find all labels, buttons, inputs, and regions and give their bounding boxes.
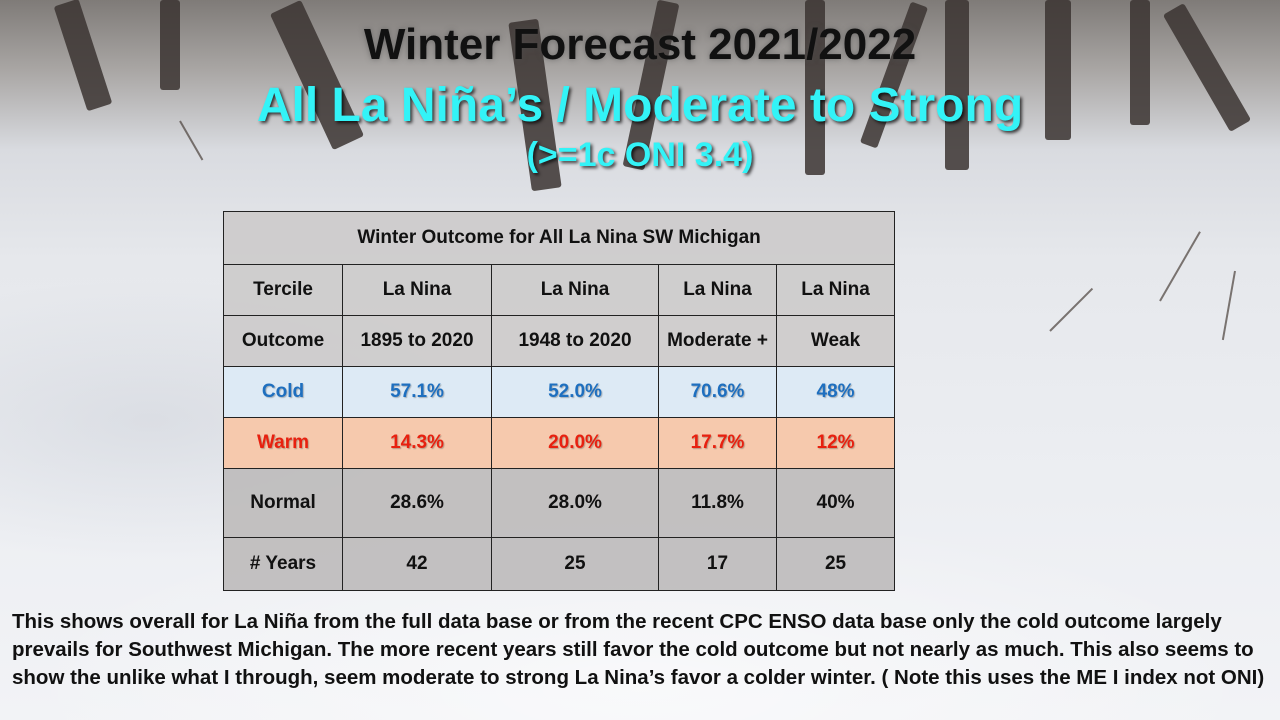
page-subtitle-index: (>=1c ONI 3.4) xyxy=(526,136,754,174)
tree-trunk xyxy=(805,0,825,175)
tree-trunk xyxy=(160,0,180,90)
table-cell: 25 xyxy=(491,537,659,591)
table-cell: 25 xyxy=(775,537,896,591)
table-cell: 28.6% xyxy=(342,468,492,538)
table-row-outcome: Outcome 1895 to 2020 1948 to 2020 Modera… xyxy=(223,315,896,367)
table-cell: 12% xyxy=(775,417,896,469)
table-cell: 17.7% xyxy=(658,417,777,469)
table-cell: Tercile xyxy=(223,264,343,316)
table-cell: La Nina xyxy=(658,264,777,316)
table-cell: La Nina xyxy=(491,264,659,316)
table-cell: 42 xyxy=(342,537,492,591)
tree-trunk xyxy=(1045,0,1071,140)
table-cell: 70.6% xyxy=(658,366,777,418)
branch xyxy=(1049,287,1094,332)
table-row-cold: Cold 57.1% 52.0% 70.6% 48% xyxy=(223,366,896,418)
table-cell: Moderate + xyxy=(658,315,777,367)
table-heading: Winter Outcome for All La Nina SW Michig… xyxy=(222,211,896,265)
table-cell: 28.0% xyxy=(491,468,659,538)
table-cell: 20.0% xyxy=(491,417,659,469)
branch xyxy=(1221,270,1236,341)
row-label-cold: Cold xyxy=(223,366,343,418)
table-cell: La Nina xyxy=(342,264,492,316)
table-cell: 57.1% xyxy=(342,366,492,418)
table-row-tercile: Tercile La Nina La Nina La Nina La Nina xyxy=(223,264,896,316)
table-row-years: # Years 42 25 17 25 xyxy=(223,537,896,591)
table-row-normal: Normal 28.6% 28.0% 11.8% 40% xyxy=(223,468,896,538)
table-cell: 1948 to 2020 xyxy=(491,315,659,367)
summary-note: This shows overall for La Niña from the … xyxy=(12,610,1265,689)
table-cell: 14.3% xyxy=(342,417,492,469)
table-cell: Outcome xyxy=(223,315,343,367)
tree-trunk xyxy=(1130,0,1150,125)
row-label-warm: Warm xyxy=(223,417,343,469)
table-cell: 17 xyxy=(658,537,777,591)
outcome-table: Winter Outcome for All La Nina SW Michig… xyxy=(222,211,896,591)
table-cell: 52.0% xyxy=(491,366,659,418)
row-label-normal: Normal xyxy=(223,468,343,538)
table-cell: 1895 to 2020 xyxy=(342,315,492,367)
table-row-warm: Warm 14.3% 20.0% 17.7% 12% xyxy=(223,417,896,469)
table-cell: 48% xyxy=(775,366,896,418)
page-title: Winter Forecast 2021/2022 xyxy=(363,20,917,69)
table-cell: 40% xyxy=(775,468,896,538)
branch xyxy=(1159,231,1201,302)
table-cell: Weak xyxy=(775,315,896,367)
page-subtitle: All La Niña’s / Moderate to Strong xyxy=(256,79,1024,132)
tree-trunk xyxy=(945,0,969,170)
table-heading-row: Winter Outcome for All La Nina SW Michig… xyxy=(222,211,896,265)
row-label-years: # Years xyxy=(223,537,343,591)
table-cell: 11.8% xyxy=(658,468,777,538)
table-cell: La Nina xyxy=(775,264,896,316)
